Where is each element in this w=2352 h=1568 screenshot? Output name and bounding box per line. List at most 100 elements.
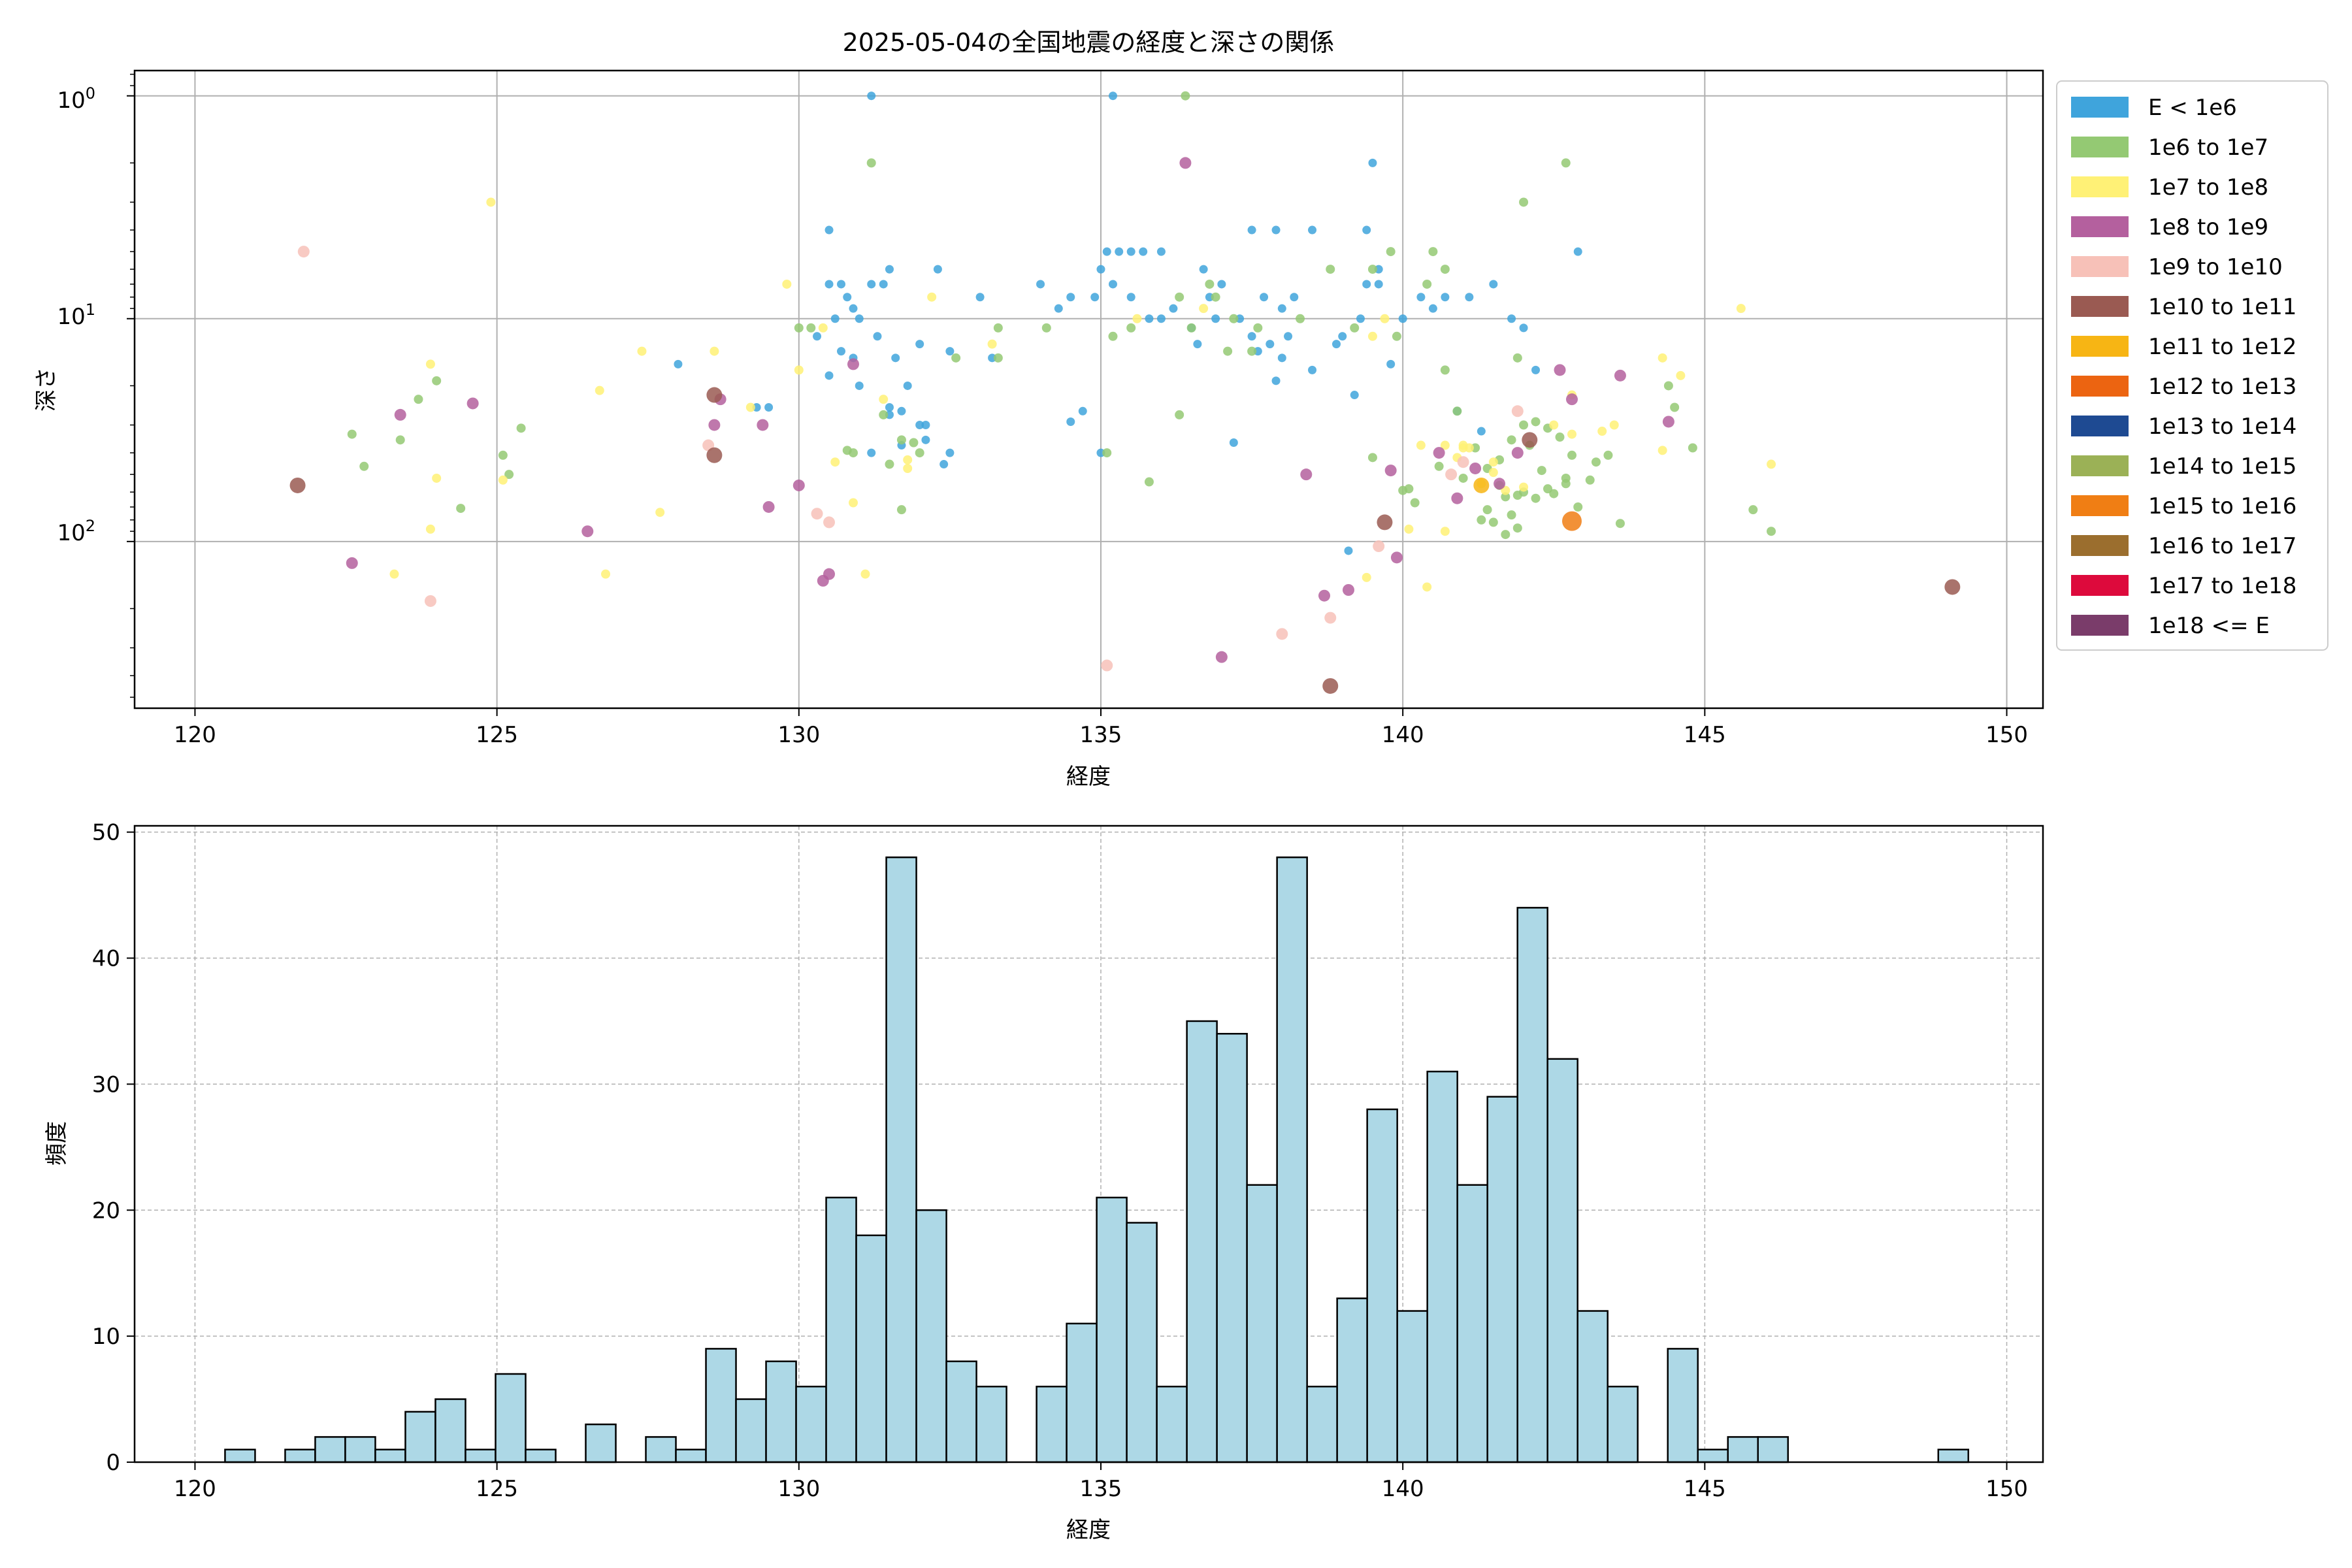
- scatter-point: [289, 477, 306, 493]
- scatter-point: [1511, 405, 1524, 417]
- scatter-point: [1247, 332, 1256, 341]
- histogram-bar: [1186, 1020, 1218, 1463]
- scatter-point: [1344, 546, 1353, 555]
- scatter-point: [951, 353, 961, 363]
- legend-swatch: [2071, 615, 2129, 636]
- histogram-bar: [1546, 1058, 1578, 1463]
- histogram-bar: [915, 1209, 947, 1463]
- scatter-point: [1748, 505, 1758, 515]
- scatter-point: [1277, 353, 1286, 363]
- scatter-x-tick-label: 150: [1985, 722, 2028, 748]
- scatter-point: [830, 457, 840, 467]
- histogram-bar: [1156, 1386, 1188, 1463]
- scatter-point: [879, 280, 888, 289]
- scatter-point: [1688, 443, 1697, 453]
- scatter-point: [825, 371, 834, 380]
- scatter-y-axis-label: 深さ: [33, 367, 59, 412]
- scatter-point: [1350, 323, 1360, 333]
- scatter-point: [830, 314, 840, 323]
- scatter-point: [867, 91, 876, 101]
- histogram-bar: [735, 1398, 767, 1463]
- scatter-point: [1507, 435, 1516, 445]
- histogram-bar: [224, 1448, 256, 1463]
- histogram-bar: [465, 1448, 497, 1463]
- scatter-point: [855, 314, 864, 323]
- scatter-point: [1324, 612, 1337, 624]
- scatter-point: [1386, 247, 1396, 257]
- scatter-point: [710, 346, 719, 356]
- scatter-point: [885, 459, 894, 469]
- scatter-point: [1108, 280, 1117, 289]
- scatter-point: [945, 448, 955, 457]
- histogram-y-tick-label: 0: [106, 1450, 120, 1476]
- scatter-point: [1175, 292, 1184, 302]
- histogram-x-tick-label: 120: [174, 1476, 216, 1502]
- scatter-point: [1398, 314, 1407, 323]
- scatter-point: [414, 395, 423, 404]
- scatter-point: [1126, 323, 1136, 333]
- scatter-point: [1676, 370, 1686, 380]
- scatter-point: [823, 568, 836, 580]
- scatter-point: [498, 475, 508, 485]
- histogram-y-axis: 0 10 20 30 40 50: [92, 820, 135, 1476]
- histogram-bar: [1036, 1386, 1068, 1463]
- scatter-point: [1591, 457, 1601, 467]
- scatter-point: [1390, 551, 1403, 564]
- scatter-point: [1066, 293, 1075, 302]
- scatter-point: [1452, 406, 1462, 416]
- scatter-point: [1573, 247, 1582, 256]
- scatter-point: [1277, 304, 1286, 313]
- scatter-point: [655, 508, 665, 517]
- scatter-point: [1458, 440, 1468, 450]
- histogram-bar: [525, 1448, 557, 1463]
- scatter-point: [1519, 197, 1529, 207]
- legend-label: 1e16 to 1e17: [2148, 533, 2296, 559]
- legend-swatch: [2071, 137, 2129, 157]
- histogram-bar: [1306, 1386, 1338, 1463]
- scatter-point: [915, 420, 924, 429]
- scatter-point: [1350, 391, 1359, 400]
- histogram-bar: [1727, 1436, 1759, 1463]
- scatter-point: [1615, 519, 1625, 529]
- histogram-bar: [1607, 1386, 1639, 1463]
- scatter-point: [1404, 524, 1414, 534]
- scatter-point: [706, 447, 723, 463]
- scatter-point: [1549, 420, 1559, 430]
- scatter-point: [1338, 332, 1347, 341]
- scatter-point: [1767, 459, 1776, 469]
- histogram-y-tick-label: 40: [92, 946, 120, 972]
- histogram-bar: [1276, 856, 1308, 1463]
- scatter-point: [1300, 468, 1313, 481]
- histogram-bar: [344, 1436, 376, 1463]
- scatter-point: [1392, 331, 1401, 341]
- legend-label: 1e11 to 1e12: [2148, 334, 2296, 360]
- scatter-point: [1494, 478, 1506, 490]
- scatter-point: [1555, 433, 1565, 442]
- scatter-point: [1211, 292, 1220, 302]
- histogram-bar: [284, 1448, 316, 1463]
- histogram-x-axis: 120 125 130 135 140 145 150: [174, 1462, 2028, 1502]
- scatter-point: [1585, 475, 1595, 485]
- scatter-point: [1217, 280, 1226, 289]
- scatter-x-tick-label: 120: [174, 722, 216, 748]
- scatter-point: [1199, 304, 1209, 314]
- legend-label: 1e6 to 1e7: [2148, 135, 2268, 161]
- scatter-point: [1132, 314, 1142, 323]
- scatter-point: [1066, 417, 1075, 426]
- scatter-point: [1512, 353, 1522, 363]
- scatter-point: [879, 410, 889, 419]
- scatter-point: [1179, 157, 1192, 169]
- scatter-point: [879, 395, 889, 404]
- histogram-bar: [1667, 1348, 1699, 1463]
- scatter-point: [1561, 473, 1571, 483]
- scatter-point: [1078, 406, 1087, 416]
- scatter-point: [987, 339, 997, 349]
- scatter-point: [837, 347, 846, 356]
- scatter-point: [425, 524, 435, 534]
- scatter-point: [921, 435, 930, 444]
- scatter-point: [1398, 485, 1408, 495]
- scatter-point: [1428, 247, 1438, 257]
- scatter-point: [745, 402, 755, 412]
- histogram-bar: [1697, 1448, 1729, 1463]
- scatter-point: [1434, 461, 1444, 471]
